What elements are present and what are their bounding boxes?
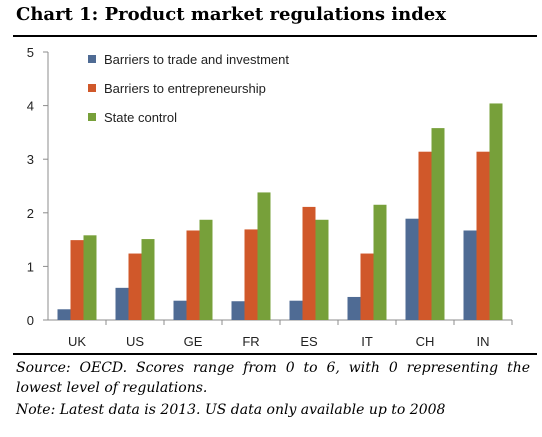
legend-swatch bbox=[88, 84, 96, 92]
bar bbox=[83, 235, 97, 320]
bottom-rule bbox=[13, 353, 537, 355]
bar bbox=[70, 240, 84, 320]
bar bbox=[257, 192, 271, 320]
bar bbox=[431, 128, 445, 320]
x-tick-label: CH bbox=[416, 334, 435, 349]
source-note: Source: OECD. Scores range from 0 to 6, … bbox=[16, 360, 530, 396]
bar bbox=[373, 204, 387, 320]
bar bbox=[186, 230, 200, 320]
x-tick-label: GE bbox=[184, 334, 203, 349]
x-tick-label: US bbox=[126, 334, 144, 349]
top-rule bbox=[13, 35, 537, 37]
bar bbox=[57, 309, 71, 320]
legend-label: Barriers to trade and investment bbox=[104, 52, 289, 67]
chart-legend: Barriers to trade and investment Barriers… bbox=[88, 52, 289, 125]
bar bbox=[231, 301, 245, 320]
bar bbox=[302, 206, 316, 320]
y-tick-label: 1 bbox=[27, 259, 34, 274]
x-tick-label: FR bbox=[242, 334, 259, 349]
y-tick-label: 0 bbox=[27, 313, 34, 328]
bar bbox=[244, 229, 258, 320]
y-tick-label: 2 bbox=[27, 206, 34, 221]
bar bbox=[199, 219, 213, 320]
legend-swatch bbox=[88, 55, 96, 63]
bar bbox=[405, 218, 419, 320]
bar bbox=[315, 219, 329, 320]
bar bbox=[141, 239, 155, 320]
x-tick-label: ES bbox=[300, 334, 318, 349]
bar bbox=[489, 103, 503, 321]
bar bbox=[360, 253, 374, 320]
bar bbox=[418, 151, 432, 320]
legend-label: Barriers to entrepreneurship bbox=[104, 81, 266, 96]
chart-bars bbox=[57, 103, 503, 321]
bar bbox=[476, 151, 490, 320]
chart-title: Chart 1: Product market regulations inde… bbox=[16, 4, 446, 25]
chart-axes: 0 1 2 3 4 5 UK US GE FR ES IT CH IN bbox=[27, 45, 513, 349]
y-tick-label: 3 bbox=[27, 152, 34, 167]
bar bbox=[289, 300, 303, 320]
x-tick-label: IT bbox=[361, 334, 373, 349]
legend-label: State control bbox=[104, 110, 177, 125]
bar bbox=[115, 287, 129, 320]
bar bbox=[463, 230, 477, 320]
data-note: Note: Latest data is 2013. US data only … bbox=[16, 402, 446, 418]
y-tick-label: 5 bbox=[27, 45, 34, 60]
x-tick-label: IN bbox=[477, 334, 490, 349]
bar bbox=[128, 253, 142, 320]
x-tick-label: UK bbox=[68, 334, 86, 349]
y-tick-label: 4 bbox=[27, 99, 34, 114]
bar bbox=[173, 300, 187, 320]
bar bbox=[347, 296, 361, 320]
legend-swatch bbox=[88, 113, 96, 121]
